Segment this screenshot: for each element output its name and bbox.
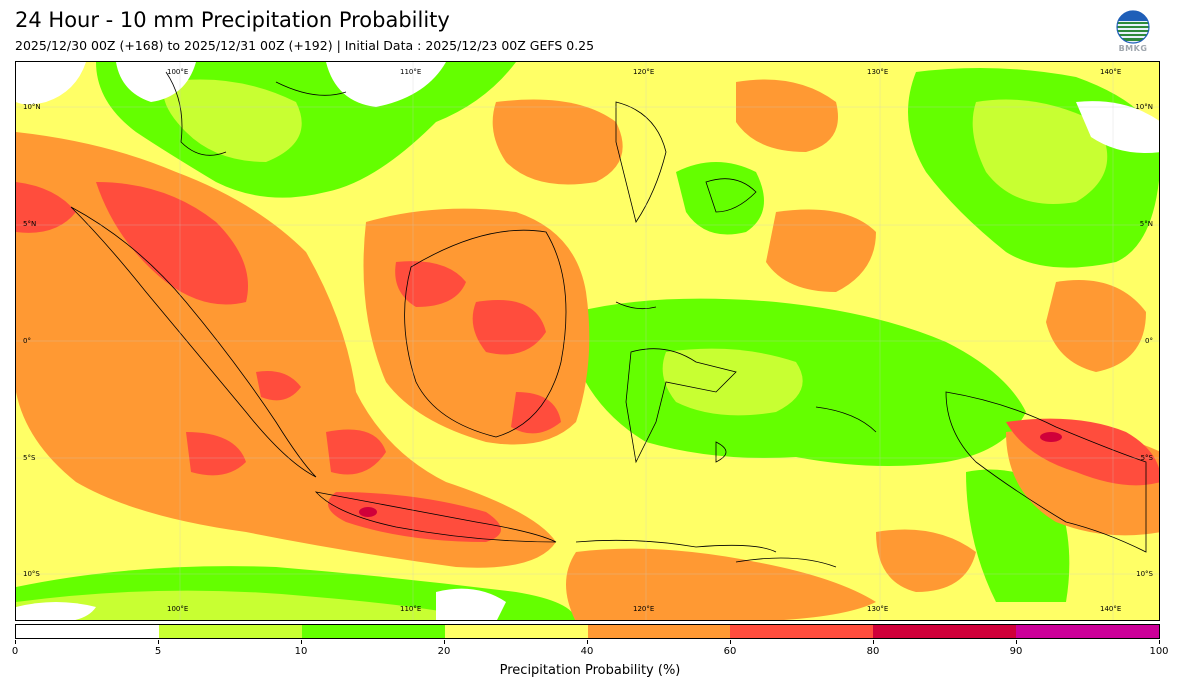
colorbar-tick [301,640,302,644]
colorbar-tick-label-90: 90 [1009,646,1023,657]
colorbar [15,624,1160,639]
colorbar-tick-label-40: 40 [580,646,594,657]
colorbar-tick-label-20: 20 [437,646,451,657]
colorbar-tick-label-100: 100 [1149,646,1169,657]
lat-label-right-10n: 10°N [1135,103,1153,111]
lat-label-right-10s: 10°S [1136,570,1153,578]
colorbar-segment-20-40 [444,625,588,638]
colorbar-tick [1016,640,1017,644]
green-zones [16,62,1159,620]
lat-label-right-5n: 5°N [1139,220,1153,228]
colorbar-title: Precipitation Probability (%) [499,663,681,678]
colorbar-tick [587,640,588,644]
colorbar-segment-40-60 [587,625,731,638]
lon-label-bottom-100e: 100°E [167,605,189,613]
lat-label-left-0: 0° [23,337,31,345]
colorbar-tick [444,640,445,644]
lon-label-top-130e: 130°E [867,68,889,76]
colorbar-segment-90-100 [1016,625,1159,638]
coastlines [70,71,1147,568]
lat-label-left-5s: 5°S [23,454,36,462]
lon-label-top-110e: 110°E [400,68,422,76]
lon-label-top-100e: 100°E [167,68,189,76]
colorbar-segment-60-80 [730,625,874,638]
colorbar-tick-label-60: 60 [723,646,737,657]
colorbar-segment-80-90 [873,625,1017,638]
lon-label-top-120e: 120°E [633,68,655,76]
lon-label-bottom-110e: 110°E [400,605,422,613]
lat-label-right-5s: 5°S [1140,454,1153,462]
bmkg-logo: BMKG [1112,10,1154,56]
colorbar-tick [15,640,16,644]
lon-label-bottom-120e: 120°E [633,605,655,613]
lon-label-top-140e: 140°E [1100,68,1122,76]
lat-label-right-0: 0° [1145,337,1153,345]
chart-title: 24 Hour - 10 mm Precipitation Probabilit… [15,8,450,32]
colorbar-tick [730,640,731,644]
lon-label-bottom-130e: 130°E [867,605,889,613]
colorbar-tick [873,640,874,644]
lat-label-left-10n: 10°N [23,103,41,111]
lightgreen-zones [16,79,1108,620]
colorbar-segment-0-5 [16,625,159,638]
colorbar-tick-label-5: 5 [154,646,162,657]
crimson-zones [359,432,1062,517]
lat-label-left-5n: 5°N [23,220,37,228]
map-fields [16,62,1159,620]
globe-logo-icon [1116,10,1150,44]
lat-label-left-10s: 10°S [23,570,40,578]
lon-label-bottom-140e: 140°E [1100,605,1122,613]
colorbar-tick [158,640,159,644]
chart-subtitle: 2025/12/30 00Z (+168) to 2025/12/31 00Z … [15,38,595,53]
logo-text: BMKG [1118,44,1148,53]
colorbar-tick-label-10: 10 [294,646,308,657]
colorbar-tick-label-80: 80 [866,646,880,657]
graticule [16,62,1159,620]
probability-map: 100°E 110°E 120°E 130°E 140°E 100°E 110°… [15,61,1160,621]
colorbar-tick-label-0: 0 [11,646,19,657]
colorbar-tick [1159,640,1160,644]
colorbar-segment-5-10 [158,625,302,638]
colorbar-segment-10-20 [301,625,445,638]
